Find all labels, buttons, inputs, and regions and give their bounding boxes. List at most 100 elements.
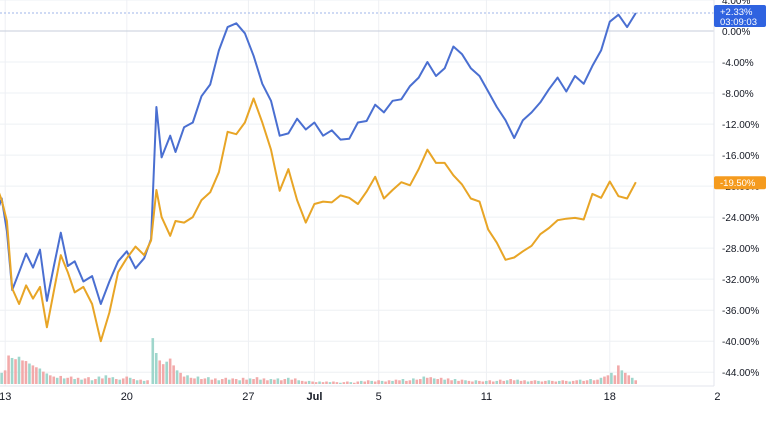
last-value-badges: +2.33%03:09:03 -19.50%	[714, 4, 766, 190]
volume-bar	[398, 380, 401, 384]
volume-bar	[488, 380, 492, 384]
volume-bar	[234, 379, 238, 384]
volume-bar	[266, 380, 269, 384]
volume-bar	[273, 379, 276, 384]
volume-bar	[425, 377, 429, 384]
volume-bar	[66, 377, 69, 384]
volume-bar	[203, 378, 207, 384]
price-tick-label: -24.00%	[722, 213, 759, 224]
volume-bar	[168, 358, 172, 384]
volume-bar	[359, 380, 363, 384]
volume-bar	[321, 382, 325, 384]
volume-bar	[111, 377, 115, 384]
volume-bar	[3, 370, 7, 384]
volume-bar	[502, 380, 505, 384]
volume-bar	[259, 379, 262, 384]
volume-bar	[73, 379, 76, 384]
volume-bar	[42, 371, 45, 384]
volume-bar	[172, 365, 175, 384]
volume-bar	[585, 380, 589, 384]
volume-bar	[582, 380, 585, 384]
volume-bar	[561, 380, 565, 384]
time-tick-label: Jul	[306, 391, 322, 403]
volume-bar	[252, 379, 255, 384]
volume-bar	[255, 377, 259, 384]
volume-bar	[339, 382, 342, 384]
price-tick-label: -44.00%	[722, 368, 759, 379]
volume-bar	[467, 380, 471, 384]
price-tick-label: -32.00%	[722, 275, 759, 286]
volume-bar	[491, 381, 495, 384]
volume-bar	[516, 379, 519, 384]
volume-bar	[161, 364, 165, 384]
volume-bar	[370, 380, 373, 384]
volume-bar	[154, 353, 158, 384]
volume-bar	[76, 377, 80, 384]
volume-bar	[94, 379, 97, 384]
time-tick-label: 13	[0, 391, 11, 403]
volume-bar	[519, 380, 523, 384]
volume-bar	[318, 381, 321, 384]
volume-bar	[118, 379, 122, 384]
volume-bar	[245, 379, 248, 384]
volume-bar	[62, 378, 66, 384]
volume-bar	[401, 379, 405, 384]
price-tick-label: -4.00%	[722, 58, 754, 69]
volume-bar	[474, 380, 478, 384]
volume-bar	[505, 380, 509, 384]
volume-bar	[179, 372, 182, 384]
volume-bar	[132, 379, 135, 384]
volume-bar	[471, 381, 474, 384]
volume-bar	[151, 338, 155, 384]
volume-bar	[589, 379, 592, 384]
volume-bar	[283, 379, 287, 384]
volume-bar	[387, 380, 391, 384]
volume-bar	[332, 381, 335, 384]
value-badge-2	[714, 176, 766, 190]
volume-bar	[290, 379, 294, 384]
volume-bar	[603, 376, 606, 384]
volume-bar	[214, 378, 217, 384]
volume-bar	[544, 380, 547, 384]
volume-bar	[125, 376, 129, 384]
volume-bar	[627, 375, 631, 384]
volume-bar	[224, 377, 228, 384]
volume-bar	[485, 380, 488, 384]
volume-bar	[90, 380, 94, 384]
volume-bar	[142, 380, 146, 384]
volume-bar	[526, 381, 530, 384]
price-axis[interactable]: 4.00%0.00%-4.00%-8.00%-12.00%-16.00%-20.…	[722, 0, 759, 379]
volume-bar	[24, 361, 28, 384]
price-tick-label: 0.00%	[722, 27, 750, 38]
value-badge-1	[714, 4, 766, 27]
volume-bar	[314, 382, 318, 384]
volume-bar	[537, 380, 540, 384]
volume-bar	[394, 379, 398, 384]
value-badge-countdown: 03:09:03	[720, 17, 757, 28]
volume-bar	[439, 377, 443, 384]
volume-bar	[293, 378, 297, 384]
volume-bar	[571, 380, 575, 384]
series-line-1	[0, 12, 637, 305]
price-tick-label: 4.00%	[722, 0, 750, 7]
volume-bar	[373, 381, 377, 384]
volume-bar	[114, 379, 118, 384]
volume-bar	[578, 379, 582, 384]
value-badge-text: +2.33%	[720, 7, 753, 18]
price-tick-label: -28.00%	[722, 244, 759, 255]
volume-bar	[391, 380, 394, 384]
volume-bar	[530, 380, 533, 384]
volume-bar	[59, 375, 63, 384]
volume-bar	[14, 359, 17, 384]
volume-bar	[380, 380, 384, 384]
volume-bar	[220, 379, 224, 384]
volume-bar	[48, 375, 52, 384]
volume-bar	[592, 380, 596, 384]
time-axis[interactable]: 13 20 27 Jul 5 11 18 2	[0, 391, 721, 403]
volume-bar	[412, 378, 415, 384]
volume-bar	[165, 361, 168, 384]
volume-bar	[128, 377, 132, 384]
volume-bar	[495, 380, 499, 384]
volume-bar	[200, 379, 203, 384]
